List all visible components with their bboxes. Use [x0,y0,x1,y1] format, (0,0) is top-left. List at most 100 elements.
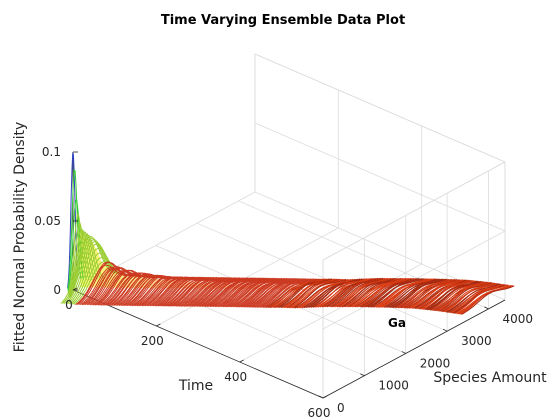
grid-line [254,122,506,232]
y-tick-label: 4000 [502,312,533,326]
ridge-slice [246,278,300,308]
ridge-slice [81,267,135,306]
z-tick-label: 0.05 [34,214,61,228]
ridge-slice [182,277,236,307]
ridge-slice [421,280,475,310]
ridge-slice [389,278,443,309]
ridge-slice [370,278,424,308]
y-axis-label: Species Amount [433,370,547,386]
ridge-slice [317,278,372,308]
ridge-slice [413,279,467,309]
y-tick-label: 1000 [378,379,409,393]
y-tick-mark [401,351,406,354]
box-edge [322,161,506,261]
x-tick-mark [239,359,244,363]
ridge-slice [214,277,268,308]
ridge-slice [461,285,515,315]
x-axis-line [72,289,324,399]
ridge-slice [456,284,510,315]
ridge-slice [261,278,315,308]
x-tick-label: 400 [224,370,247,384]
y-tick-mark [360,373,365,377]
ridge-slice [375,278,429,308]
ridge-slice [460,285,514,315]
x-tick-mark [156,323,161,327]
z-tick-label: 0.1 [42,145,61,159]
grid-line [155,245,406,354]
y-tick-mark [318,395,324,399]
x-tick-label: 600 [308,406,331,420]
ridge-slice [330,277,384,308]
series-annotation: Ga [388,316,406,330]
x-tick-label: 200 [141,334,164,348]
ridge-slice [450,283,505,314]
box-edge [254,53,506,163]
ridge-slice [444,282,498,313]
ridge-slice [341,277,395,308]
ridge-slice [62,237,116,304]
ridge-slice [439,282,493,312]
y-tick-labels: 0 1000 2000 3000 4000 [318,306,533,415]
ridge-slice [343,277,397,308]
chart-title: Time Varying Ensemble Data Plot [161,13,405,28]
y-tick-label: 3000 [461,334,492,348]
z-tick-label: 0 [53,283,61,297]
ridge-slice [440,282,494,312]
ridge-slice [348,277,402,308]
ridge-slice [86,267,140,306]
ridge-slice [209,277,263,308]
ridge-slice [431,281,485,311]
grid-line [238,200,489,310]
ridge-slice [433,281,487,312]
grid-line [196,222,448,332]
ridge-slice [425,280,479,311]
ridge-slice [382,278,436,308]
grid-planes [72,53,506,399]
ridge-slice [293,278,347,309]
ridge-slice [429,281,483,311]
ridge-slice [338,277,392,308]
ridge-slice [417,279,471,310]
ridge-slice [279,278,333,309]
ridge-slice [383,278,437,308]
ridge-slice [386,278,440,308]
ridge-slice [405,279,459,309]
ridge-slice [288,278,342,309]
y-tick-label: 2000 [420,356,451,370]
ridge-slice [437,281,492,312]
ridge-slice [68,233,102,298]
ridge-slice [300,278,354,309]
x-axis-label: Time [178,378,213,394]
ridge-slice [359,278,413,308]
z-tick-labels: 0 0.05 0.1 [34,145,78,297]
ridge-slice [447,283,501,313]
ridge-slice [286,278,341,309]
ridge-slice [449,283,503,314]
x-tick-label: 0 [65,298,73,312]
ridge-slice [454,284,509,314]
x-tick-labels: 0 200 400 600 [65,287,331,420]
ridge-slice [314,278,368,308]
ridge-slice [411,279,465,309]
ridge-slice [410,279,464,309]
density-surface [60,152,515,315]
ridge-slice [229,277,283,308]
ridge-slice [233,277,288,308]
ridge-slice [358,277,412,308]
ridge-slice [283,278,337,309]
y-axis-line [322,299,506,399]
y-tick-mark [484,306,489,310]
surface-ramp [75,185,306,290]
y-tick-label: 0 [337,401,345,415]
ridge-slice [243,278,297,308]
ridge-slice [394,278,448,309]
ridge-slice [396,278,450,309]
z-axis-label: Fitted Normal Probability Density [12,122,28,353]
ridge-slice [201,277,255,308]
ridge-slice [254,278,308,308]
ridge-slice [353,277,407,308]
grid-line [156,227,339,327]
ridge-slice [366,278,420,308]
ridge-slice [67,214,87,293]
